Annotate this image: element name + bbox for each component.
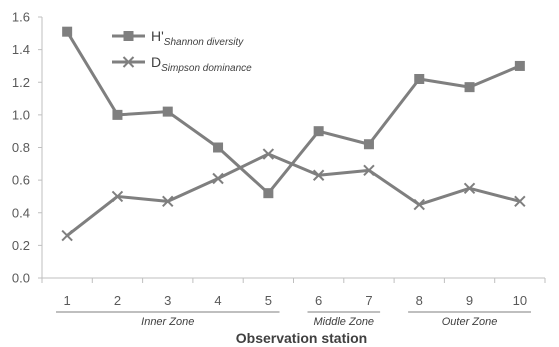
x-tick-label: 7 bbox=[365, 293, 372, 308]
y-tick-label: 1.4 bbox=[12, 42, 30, 57]
data-point-x bbox=[312, 169, 325, 181]
zone-group: Middle Zone bbox=[307, 311, 381, 328]
legend-marker-x bbox=[122, 56, 135, 68]
data-point-x bbox=[363, 164, 375, 177]
zone-group: Outer Zone bbox=[408, 311, 531, 328]
y-tick-label: 0.0 bbox=[12, 271, 30, 286]
x-tick-label: 10 bbox=[513, 293, 527, 308]
zone-label: Middle Zone bbox=[314, 316, 375, 328]
data-point-square bbox=[514, 60, 525, 71]
x-tick-label: 8 bbox=[416, 293, 423, 308]
data-point-x bbox=[212, 172, 224, 185]
chart-axes: 0.0 0.2 0.4 0.6 0.8 1.0 1.2 1.4 1.6 1 2 3 4 5 6 7 8 9 10 bbox=[12, 10, 546, 308]
x-tick-label: 6 bbox=[315, 293, 322, 308]
data-point-x bbox=[111, 190, 124, 203]
legend-marker-square bbox=[123, 31, 134, 41]
data-point-square bbox=[414, 73, 425, 84]
series-1 bbox=[62, 26, 525, 199]
x-tick-label: 2 bbox=[114, 293, 121, 308]
zone-labels: Inner Zone Middle Zone Outer Zone bbox=[56, 311, 531, 328]
legend-label-subscript: Simpson dominance bbox=[161, 63, 252, 74]
y-tick-label: 0.4 bbox=[12, 205, 30, 220]
y-tick-label: 0.6 bbox=[12, 173, 30, 188]
data-point-x bbox=[413, 198, 425, 211]
y-tick-label: 1.2 bbox=[12, 75, 30, 90]
data-point-x bbox=[463, 182, 476, 194]
data-point-x bbox=[162, 195, 174, 208]
legend-label-subscript: Shannon diversity bbox=[164, 37, 244, 48]
data-point-square bbox=[62, 26, 73, 37]
data-point-square bbox=[363, 139, 374, 150]
data-point-x bbox=[514, 195, 526, 208]
x-tick-label: 3 bbox=[164, 293, 171, 308]
data-point-square bbox=[213, 142, 224, 153]
zone-group: Inner Zone bbox=[56, 311, 280, 328]
x-tick-label: 9 bbox=[466, 293, 473, 308]
legend-entry: DSimpson dominance bbox=[112, 54, 252, 74]
y-tick-label: 0.8 bbox=[12, 140, 30, 155]
x-tick-label: 4 bbox=[214, 293, 221, 308]
data-point-x bbox=[262, 148, 275, 160]
legend-label: H'Shannon diversity bbox=[151, 28, 244, 48]
data-point-square bbox=[263, 188, 274, 199]
series-line bbox=[66, 152, 521, 237]
series-2 bbox=[61, 148, 526, 242]
data-point-x bbox=[61, 229, 73, 242]
x-axis-title: Observation station bbox=[236, 330, 367, 346]
x-tick-label: 5 bbox=[265, 293, 272, 308]
data-point-square bbox=[464, 82, 475, 93]
zone-label: Outer Zone bbox=[442, 316, 498, 328]
data-point-square bbox=[162, 106, 173, 117]
zone-label: Inner Zone bbox=[141, 316, 194, 328]
legend-label: DSimpson dominance bbox=[151, 54, 252, 74]
y-tick-label: 1.6 bbox=[12, 10, 30, 25]
data-point-square bbox=[313, 126, 324, 137]
y-tick-label: 1.0 bbox=[12, 107, 30, 122]
chart-series bbox=[61, 26, 526, 242]
legend-entry: H'Shannon diversity bbox=[112, 28, 244, 48]
data-point-square bbox=[112, 109, 123, 120]
y-tick-label: 0.2 bbox=[12, 238, 30, 253]
x-tick-label: 1 bbox=[64, 293, 71, 308]
series-line bbox=[65, 30, 521, 195]
chart-legend: H'Shannon diversity DSimpson dominance bbox=[112, 28, 252, 74]
